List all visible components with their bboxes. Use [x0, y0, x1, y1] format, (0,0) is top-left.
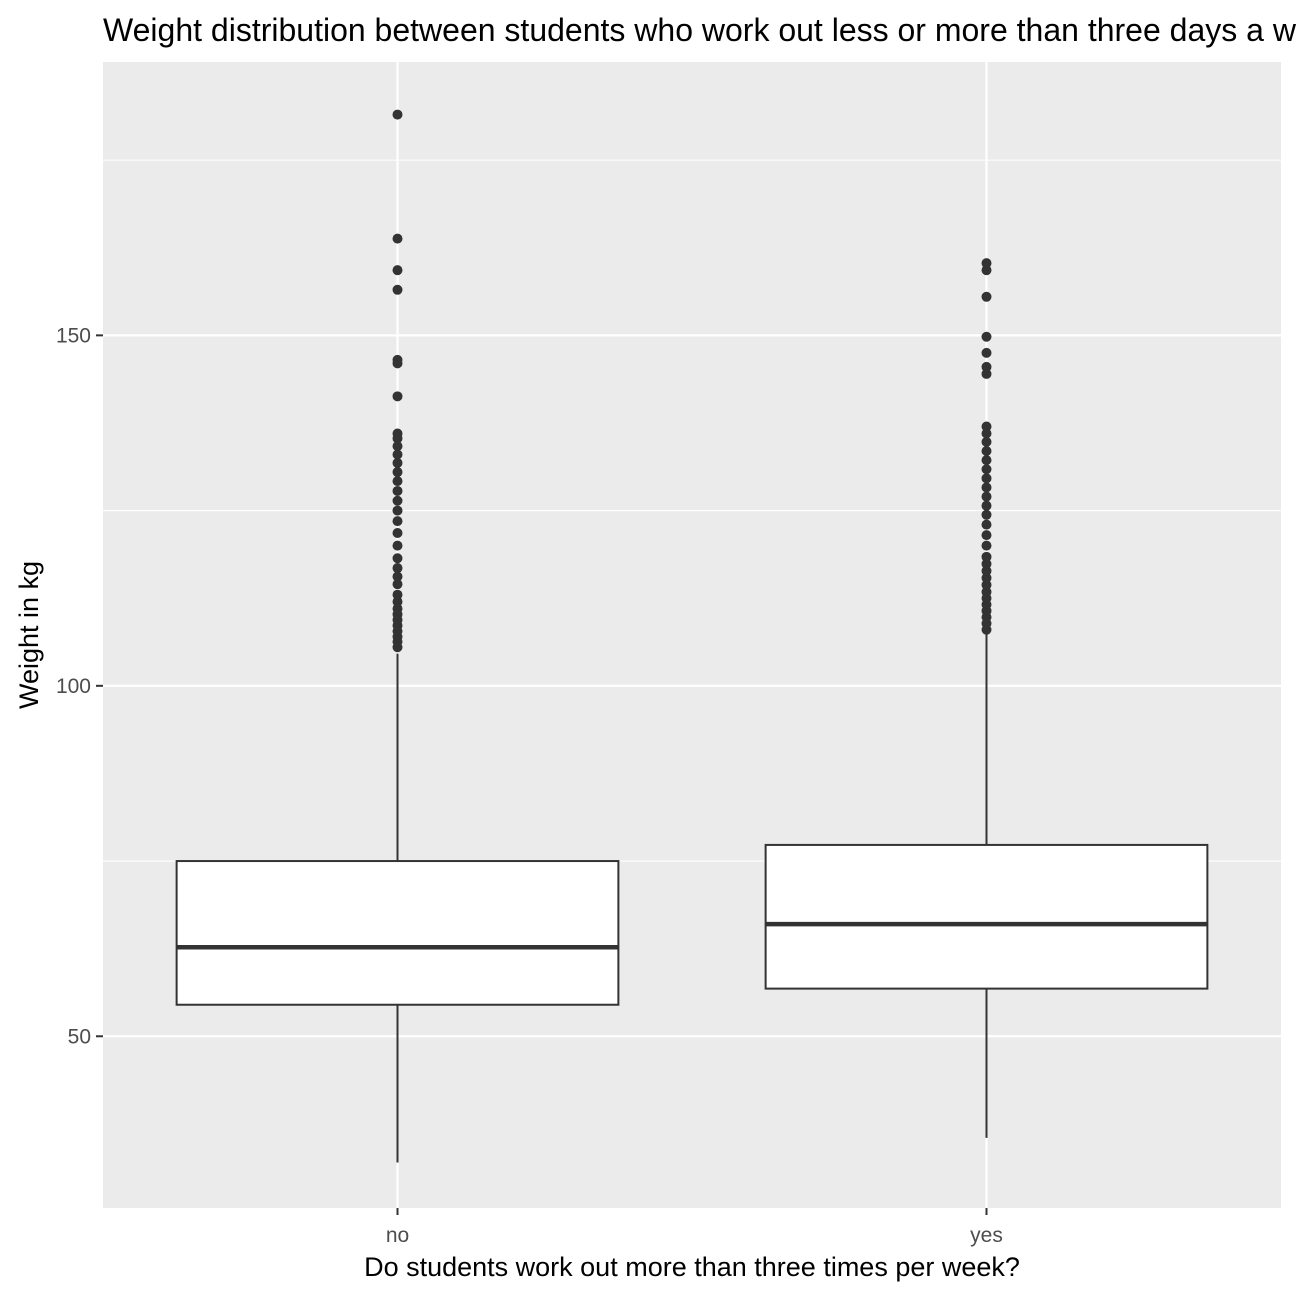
outlier-point	[981, 540, 992, 551]
outlier-point	[392, 354, 403, 365]
x-tick-label: no	[386, 1224, 409, 1247]
outlier-point	[981, 586, 992, 597]
outlier-point	[981, 558, 992, 569]
axes: 50 100 150 no yes	[56, 324, 1003, 1247]
y-tick-label: 50	[68, 1025, 91, 1048]
outlier-point	[981, 530, 992, 541]
outlier-point	[392, 495, 403, 506]
outlier-point	[392, 441, 403, 452]
outlier-point	[981, 509, 992, 520]
x-tick-label: yes	[970, 1224, 1003, 1247]
outlier-point	[981, 258, 992, 269]
chart-title: Weight distribution between students who…	[103, 12, 1296, 48]
outlier-point	[981, 428, 992, 439]
outlier-point	[392, 553, 403, 564]
box-marks	[175, 109, 1209, 1163]
outlier-point	[981, 565, 992, 576]
outlier-point	[392, 467, 403, 478]
y-tick-label: 100	[56, 675, 91, 698]
outlier-point	[392, 109, 403, 120]
outlier-point	[981, 368, 992, 379]
iqr-box	[764, 843, 1209, 990]
outlier-point	[392, 284, 403, 295]
outlier-point	[981, 446, 992, 457]
box-no	[175, 109, 620, 1163]
plot-panel	[103, 62, 1281, 1208]
outlier-point	[981, 500, 992, 511]
outlier-point	[392, 516, 403, 527]
x-axis-title: Do students work out more than three tim…	[364, 1252, 1020, 1282]
outlier-point	[981, 421, 992, 432]
outlier-point	[392, 476, 403, 487]
outlier-point	[981, 491, 992, 502]
outlier-point	[392, 579, 403, 590]
outlier-point	[981, 291, 992, 302]
outlier-point	[981, 455, 992, 466]
iqr-box	[175, 860, 620, 1006]
outlier-point	[392, 563, 403, 574]
outlier-point	[392, 528, 403, 539]
outlier-point	[981, 519, 992, 530]
outlier-point	[392, 603, 403, 614]
box-yes	[764, 258, 1209, 1138]
outlier-point	[392, 265, 403, 276]
outlier-point	[392, 505, 403, 516]
outlier-point	[981, 347, 992, 358]
outlier-point	[981, 482, 992, 493]
outlier-point	[981, 361, 992, 372]
outlier-point	[981, 331, 992, 342]
outlier-point	[392, 449, 403, 460]
outlier-point	[392, 428, 403, 439]
outlier-point	[981, 572, 992, 583]
outlier-point	[981, 551, 992, 562]
outlier-point	[392, 457, 403, 468]
outlier-point	[981, 464, 992, 475]
outlier-point	[392, 589, 403, 600]
y-tick-label: 150	[56, 324, 91, 347]
outlier-point	[392, 571, 403, 582]
outlier-point	[981, 265, 992, 276]
y-axis-title: Weight in kg	[14, 561, 44, 709]
outlier-point	[392, 540, 403, 551]
outlier-point	[981, 436, 992, 447]
outlier-point	[392, 233, 403, 244]
outlier-point	[392, 596, 403, 607]
outlier-point	[981, 473, 992, 484]
outlier-point	[981, 579, 992, 590]
outlier-point	[392, 485, 403, 496]
outlier-point	[392, 391, 403, 402]
